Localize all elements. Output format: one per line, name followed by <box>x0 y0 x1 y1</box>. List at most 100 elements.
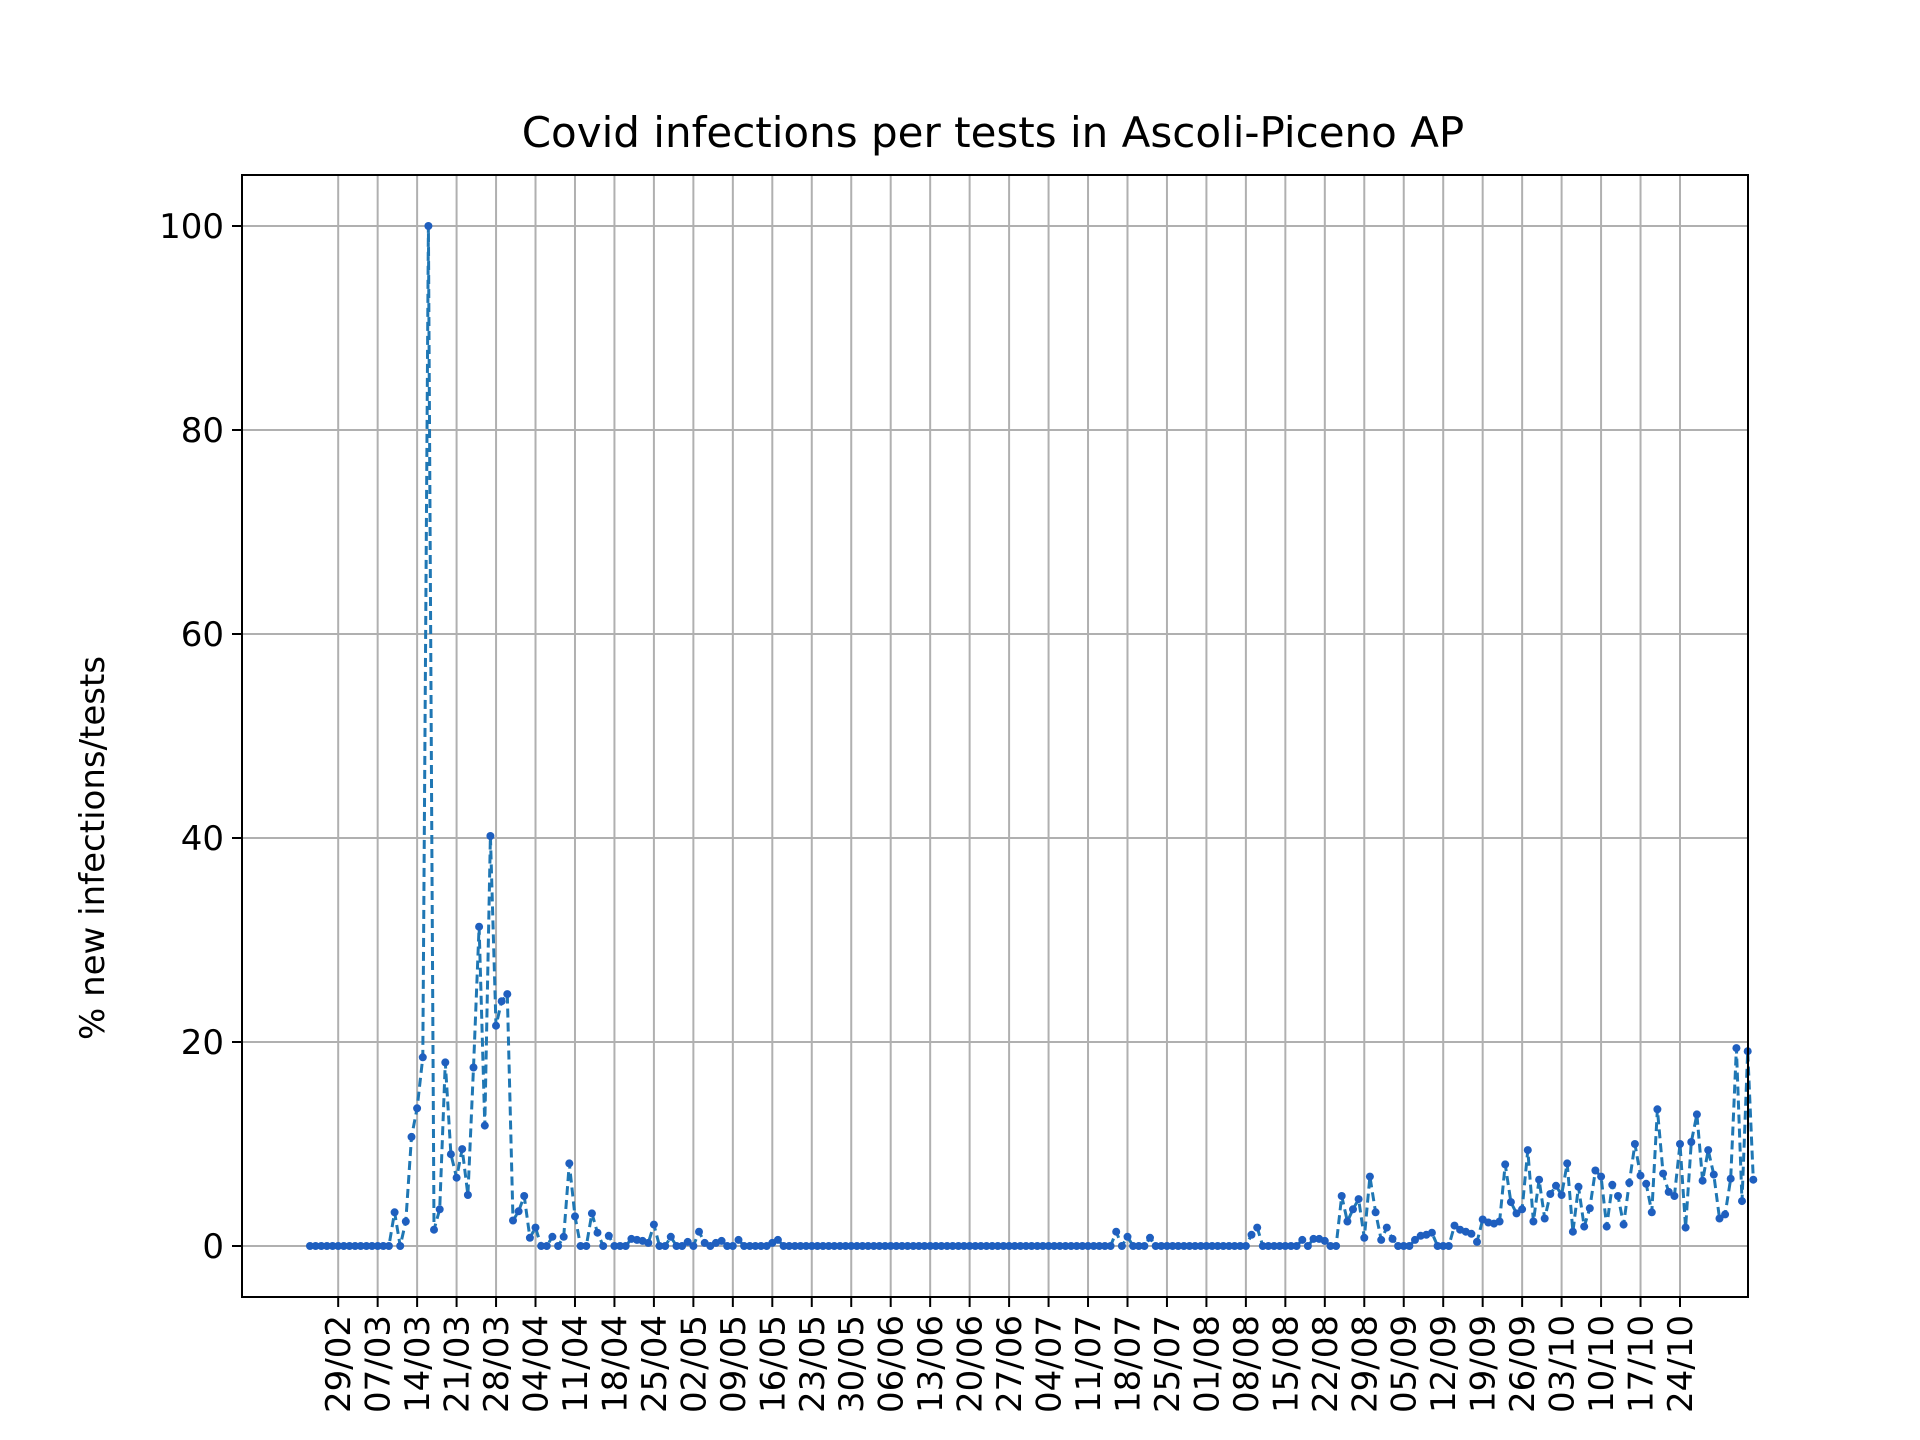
data-point <box>1196 1242 1205 1250</box>
data-point <box>1275 1242 1284 1250</box>
data-point <box>475 922 484 931</box>
data-point <box>790 1242 799 1250</box>
data-point <box>531 1223 540 1232</box>
data-point <box>1721 1210 1730 1219</box>
data-point <box>1574 1182 1583 1191</box>
data-point <box>1038 1242 1047 1250</box>
data-point <box>1591 1166 1600 1175</box>
data-point <box>661 1242 670 1250</box>
data-point <box>920 1242 929 1250</box>
data-point <box>757 1242 765 1250</box>
data-point <box>452 1173 461 1182</box>
data-point <box>486 832 495 840</box>
data-point <box>1151 1242 1160 1250</box>
data-point <box>1473 1237 1481 1246</box>
data-point <box>864 1242 873 1250</box>
data-point <box>807 1242 816 1250</box>
data-point <box>1213 1242 1222 1250</box>
data-point <box>1129 1242 1138 1250</box>
data-point <box>1704 1146 1713 1155</box>
data-point <box>689 1242 698 1250</box>
data-point <box>610 1242 619 1250</box>
data-point <box>1647 1208 1656 1217</box>
data-point <box>672 1242 681 1250</box>
data-point <box>852 1242 861 1250</box>
data-point <box>373 1242 382 1250</box>
data-point <box>322 1242 331 1250</box>
x-tick-label: 05/09 <box>1385 1315 1425 1413</box>
grid <box>242 175 1748 1297</box>
data-point <box>1535 1175 1544 1184</box>
data-point <box>1450 1221 1459 1230</box>
data-point <box>1659 1169 1668 1178</box>
data-point <box>1512 1209 1521 1218</box>
data-point <box>836 1242 844 1250</box>
x-tick-label: 25/04 <box>635 1315 675 1413</box>
x-tick-label: 01/08 <box>1187 1315 1227 1413</box>
data-point <box>1676 1140 1684 1148</box>
data-point <box>424 222 433 230</box>
series-markers <box>306 222 1758 1250</box>
data-point <box>1738 1197 1746 1206</box>
data-point <box>1247 1230 1256 1239</box>
data-point <box>875 1242 884 1250</box>
data-point <box>1219 1242 1228 1250</box>
data-point <box>1602 1222 1611 1231</box>
data-point <box>1371 1208 1380 1217</box>
data-point <box>960 1242 968 1250</box>
data-point <box>339 1242 348 1250</box>
data-point <box>396 1242 405 1250</box>
data-point <box>441 1058 450 1067</box>
data-point <box>1281 1242 1290 1250</box>
data-point <box>413 1104 422 1113</box>
x-tick-label: 14/03 <box>398 1315 438 1413</box>
data-point <box>554 1242 563 1250</box>
data-point <box>503 990 512 999</box>
data-point <box>1625 1178 1634 1187</box>
data-point <box>548 1232 557 1241</box>
x-tick-label: 19/09 <box>1464 1315 1504 1413</box>
data-point <box>1614 1192 1622 1200</box>
data-point <box>1653 1105 1662 1114</box>
data-point <box>1022 1242 1030 1250</box>
data-point <box>1495 1217 1504 1226</box>
data-point <box>1681 1223 1690 1232</box>
data-point <box>1264 1242 1273 1250</box>
x-tick-label: 12/09 <box>1424 1315 1464 1413</box>
data-point <box>1084 1242 1092 1250</box>
y-axis-label: % new infections/tests <box>73 656 113 1040</box>
data-point <box>509 1216 517 1225</box>
data-point <box>751 1242 760 1250</box>
data-point <box>1749 1175 1758 1184</box>
x-axis-ticks: 29/02 07/03 14/03 21/03 28/03 04/04 11/04 18/04… <box>319 1297 1701 1413</box>
x-tick-label: 28/03 <box>477 1315 517 1413</box>
data-point <box>1382 1223 1391 1232</box>
data-point <box>1236 1242 1245 1250</box>
data-point <box>869 1242 878 1250</box>
data-point <box>520 1192 529 1200</box>
data-point <box>1208 1242 1217 1250</box>
data-point <box>1157 1242 1166 1250</box>
data-point <box>1055 1242 1064 1250</box>
data-point <box>881 1242 890 1250</box>
data-point <box>1405 1242 1414 1250</box>
data-point <box>943 1242 952 1250</box>
data-point <box>390 1208 399 1217</box>
data-point <box>1287 1242 1295 1250</box>
x-tick-label: 11/04 <box>556 1315 596 1413</box>
data-point <box>1698 1176 1707 1185</box>
data-point <box>892 1242 901 1250</box>
y-tick-label: 20 <box>181 1023 224 1063</box>
data-point <box>988 1242 997 1250</box>
data-point <box>723 1242 732 1250</box>
data-point <box>1337 1192 1346 1200</box>
data-point <box>463 1191 472 1199</box>
x-tick-label: 06/06 <box>872 1315 912 1413</box>
data-point <box>1546 1190 1555 1198</box>
data-point <box>740 1242 749 1250</box>
data-point <box>565 1159 574 1168</box>
data-point <box>1568 1227 1577 1236</box>
data-point <box>1061 1242 1070 1250</box>
data-point <box>1715 1214 1724 1223</box>
